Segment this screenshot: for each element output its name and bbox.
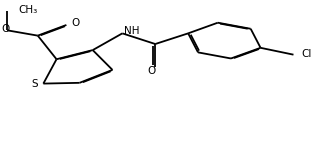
- Text: NH: NH: [124, 26, 139, 36]
- Text: O: O: [72, 18, 80, 29]
- Text: S: S: [32, 79, 38, 89]
- Text: CH₃: CH₃: [19, 5, 38, 15]
- Text: O: O: [148, 66, 156, 76]
- Text: Cl: Cl: [302, 49, 312, 59]
- Text: O: O: [1, 24, 10, 34]
